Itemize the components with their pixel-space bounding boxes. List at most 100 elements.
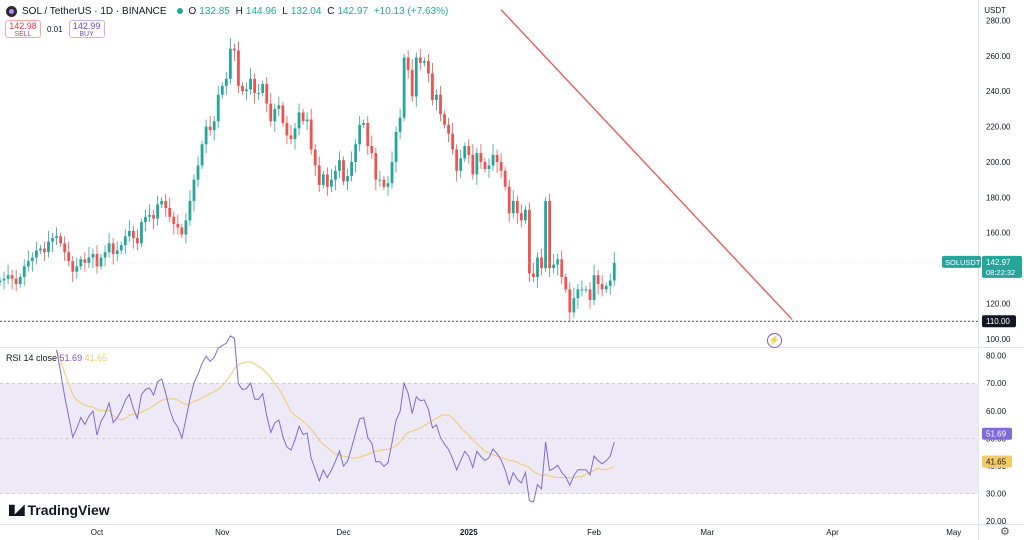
downtrend-line — [500, 9, 793, 320]
candle-body — [79, 259, 83, 267]
candle-body — [378, 179, 382, 181]
candle-body — [479, 153, 483, 162]
candle-body — [131, 230, 135, 239]
candle-body — [487, 165, 491, 170]
rsi-ma-line — [56, 349, 615, 479]
candle-body — [216, 94, 220, 122]
time-tick-label: Oct — [91, 528, 104, 537]
candle-body — [2, 278, 6, 281]
candle-body — [75, 266, 79, 272]
candle-body — [588, 289, 592, 300]
price-tick-label: 120.00 — [986, 300, 1011, 309]
tradingview-mark-icon: ▮◢ — [8, 501, 25, 517]
rsi-ma-badge-bg — [982, 455, 1012, 468]
rsi-tick-label: 30.00 — [986, 490, 1007, 499]
candle-body — [249, 78, 252, 90]
symbol-badge: SOLUSDT — [945, 258, 981, 267]
candle-body — [552, 264, 556, 269]
candle-body — [22, 266, 26, 277]
candle-body — [564, 276, 568, 290]
candle-body — [148, 215, 151, 217]
candle-body — [51, 238, 54, 242]
support-level-label: 110.00 — [986, 317, 1010, 326]
candle-body — [172, 216, 176, 224]
candle-body — [184, 220, 188, 235]
candle-body — [47, 241, 50, 253]
candle-body — [451, 133, 455, 150]
candle-body — [95, 253, 99, 267]
candle-body — [208, 126, 212, 131]
candle-body — [144, 216, 147, 223]
candle-body — [281, 105, 285, 124]
candle-body — [366, 123, 370, 147]
sell-button[interactable]: 142.98 SELL — [5, 20, 41, 38]
candle-body — [560, 259, 564, 277]
candle-body — [548, 200, 552, 269]
candle-body — [596, 275, 600, 285]
time-tick-label: May — [946, 528, 961, 537]
candle-body — [309, 119, 313, 150]
candle-body — [439, 94, 442, 115]
candle-body — [152, 215, 155, 219]
candle-body — [83, 259, 87, 263]
candle-body — [257, 92, 261, 94]
candle-body — [580, 289, 584, 291]
candle-body — [342, 160, 345, 182]
candle-body — [212, 121, 216, 131]
candle-body — [406, 57, 410, 70]
candle-body — [398, 117, 402, 132]
candle-body — [374, 153, 378, 180]
candle-body — [338, 160, 341, 171]
candle-body — [168, 207, 172, 217]
candle-body — [536, 257, 539, 277]
candle-body — [39, 248, 42, 251]
candle-body — [273, 108, 277, 122]
candle-body — [34, 250, 38, 258]
tradingview-logo: ▮◢ TradingView — [8, 501, 110, 518]
last-price-badge-bg — [982, 255, 1022, 278]
candle-body — [612, 262, 616, 281]
candle-body — [123, 236, 127, 246]
candle-body — [321, 174, 325, 185]
candle-body — [414, 57, 418, 97]
candle-body — [180, 227, 184, 235]
candle-body — [556, 259, 560, 265]
currency-label[interactable]: USDT — [984, 6, 1006, 15]
countdown-label: 08:22:32 — [986, 268, 1015, 277]
candle-body — [418, 57, 422, 63]
candle-body — [540, 257, 543, 269]
candle-body — [608, 280, 612, 286]
settings-gear-icon[interactable]: ⚙ — [1000, 526, 1010, 538]
candle-body — [572, 298, 576, 313]
price-tick-label: 180.00 — [986, 193, 1011, 202]
price-tick-label: 240.00 — [986, 87, 1011, 96]
price-tick-label: 260.00 — [986, 52, 1011, 61]
price-change: +10.13 (+7.63%) — [373, 5, 449, 17]
candle-body — [447, 124, 450, 134]
buy-button[interactable]: 142.99 BUY — [68, 20, 105, 38]
candle-body — [325, 174, 329, 187]
lightning-icon[interactable]: ⚡ — [767, 333, 782, 348]
trade-buttons: 142.98 SELL 0.01 142.99 BUY — [5, 20, 105, 38]
candle-body — [431, 73, 434, 101]
candle-body — [63, 243, 67, 253]
candle-body — [495, 154, 499, 162]
candle-body — [192, 179, 196, 201]
time-tick-label: 2025 — [460, 528, 478, 537]
candle-body — [370, 146, 374, 154]
symbol-badge-bg — [942, 255, 981, 268]
price-tick-label: 160.00 — [986, 229, 1011, 238]
candle-body — [176, 223, 180, 228]
candle-body — [285, 123, 289, 136]
rsi-legend[interactable]: RSI 14 close 51.69 41.65 — [6, 353, 108, 363]
candle-body — [576, 289, 580, 299]
candle-body — [0, 280, 2, 283]
candle-body — [6, 275, 10, 279]
candle-body — [394, 131, 398, 162]
symbol-title[interactable]: SOL / TetherUS · 1D · BINANCE — [22, 5, 167, 17]
candle-body — [354, 144, 358, 162]
candle-body — [107, 243, 111, 253]
rsi-tick-label: 20.00 — [986, 517, 1007, 526]
candle-body — [528, 209, 531, 274]
